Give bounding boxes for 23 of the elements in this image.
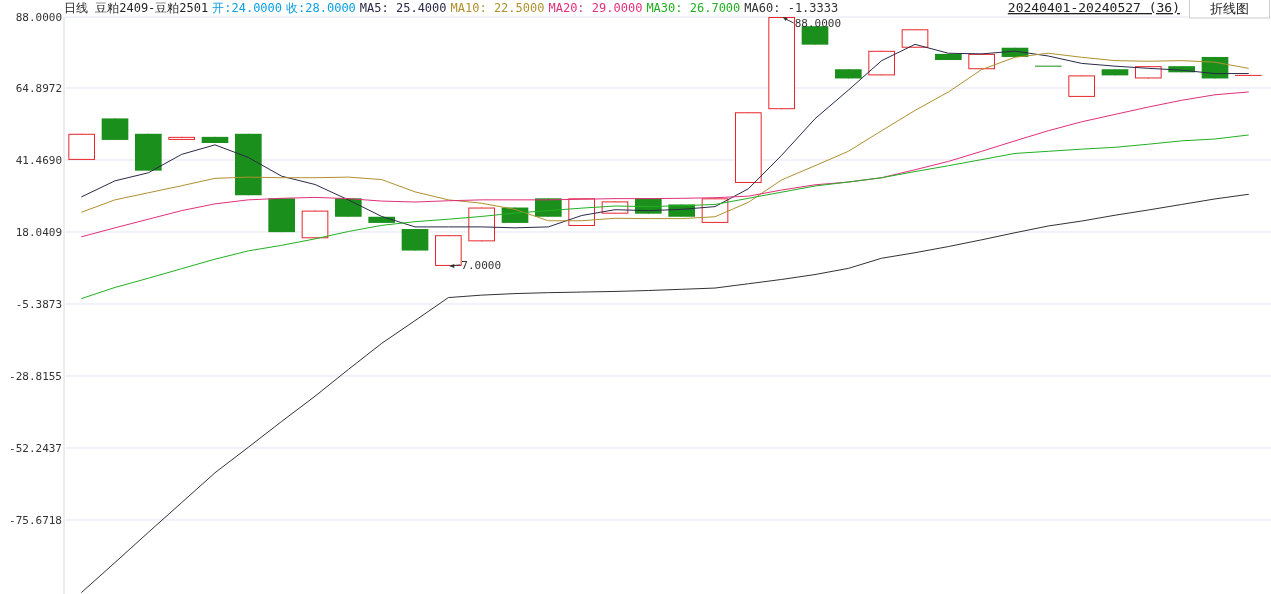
annotation: 7.0000 (461, 258, 502, 272)
text: MA20: 29.0000 (548, 1, 643, 15)
text: 收:28.0000 (286, 1, 356, 15)
y-tick-label: 41.4690 (15, 154, 62, 167)
y-tick-label: -5.3873 (15, 298, 62, 311)
text: MA30: 26.7000 (646, 1, 741, 15)
annotation: 88.0000 (794, 17, 842, 30)
y-tick-label: -52.2437 (9, 442, 62, 455)
text: 20240401-20240527 (36) (1007, 0, 1180, 15)
y-tick-label: 64.8972 (15, 82, 62, 95)
line-series (81, 134, 1249, 300)
chart-title: 日线 豆粕2409-豆粕2501 (64, 1, 209, 15)
text: MA60: -1.3333 (744, 1, 839, 15)
text: MA5: 25.4000 (359, 1, 447, 15)
text: MA10: 22.5000 (450, 1, 545, 15)
text: 开:24.0000 (212, 1, 283, 15)
y-tick-label: -28.8155 (9, 370, 62, 383)
y-tick-label: 88.0000 (15, 11, 62, 24)
text: 折线图 (1209, 1, 1249, 16)
y-tick-label: 18.0409 (15, 226, 62, 239)
y-tick-label: -75.6718 (9, 514, 62, 527)
line-series (81, 193, 1249, 593)
line-series (81, 91, 1249, 238)
